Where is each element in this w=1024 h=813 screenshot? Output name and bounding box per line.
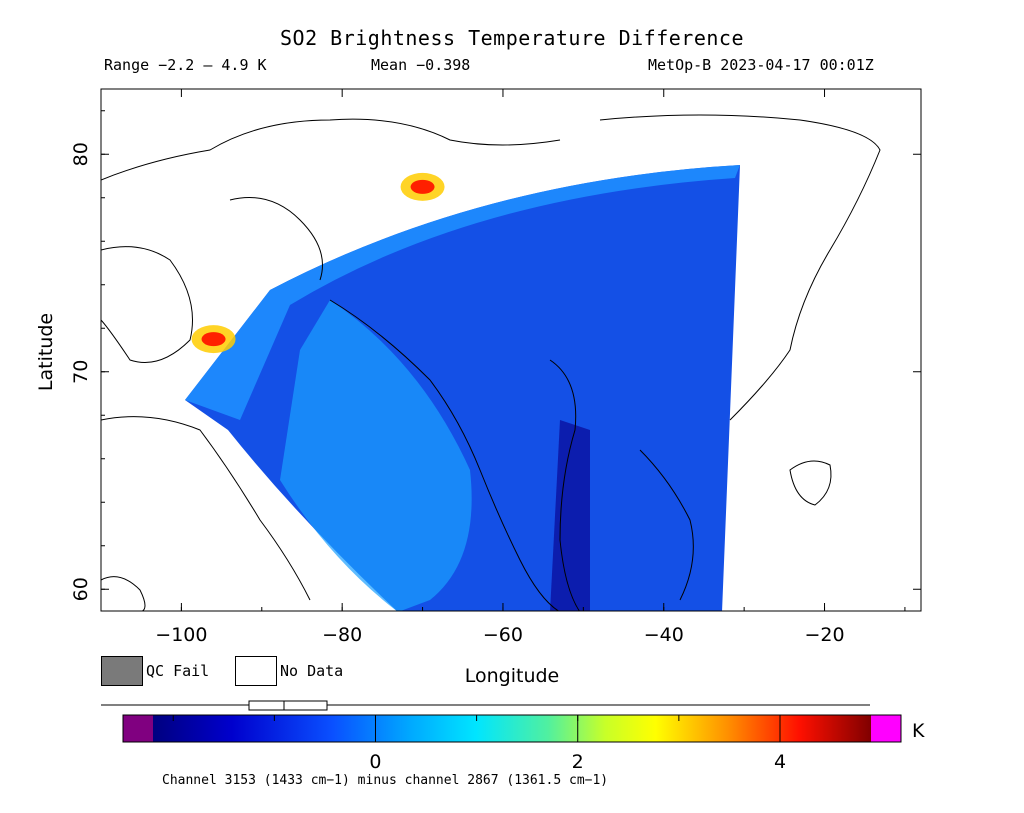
no-data-label: No Data <box>280 662 344 680</box>
y-axis-label: Latitude <box>35 312 57 392</box>
colorbar-tick-label: 0 <box>369 751 381 773</box>
x-tick-label: −100 <box>155 624 207 646</box>
colorbar-gradient <box>153 715 871 742</box>
swath-midband <box>280 300 472 611</box>
mean-text: Mean −0.398 <box>371 56 471 74</box>
hotspot-core <box>201 332 226 347</box>
y-tick-label: 80 <box>70 142 92 166</box>
colorbar-tick-label: 2 <box>572 751 584 773</box>
map-title: SO2 Brightness Temperature Difference <box>279 26 745 50</box>
y-tick-label: 60 <box>70 577 92 601</box>
qc-fail-label: QC Fail <box>146 662 210 680</box>
swath-edge-band <box>185 165 740 420</box>
swath-darkband <box>550 420 590 611</box>
hotspots <box>191 172 445 354</box>
colorbar-ticks: 0 2 4 <box>172 715 786 773</box>
x-ticks: −100 −80 −60 −40 −20 <box>100 89 906 646</box>
colorbar-underflow <box>123 715 153 742</box>
coastlines <box>101 114 881 611</box>
x-tick-label: −40 <box>644 624 684 646</box>
qc-fail-swatch <box>101 656 143 686</box>
x-tick-label: −20 <box>804 624 844 646</box>
slider-thumb[interactable] <box>248 700 328 711</box>
y-ticks: 60 70 80 <box>70 110 921 601</box>
satellite-time-text: MetOp-B 2023-04-17 00:01Z <box>648 56 874 74</box>
colorbar-tick-label: 4 <box>774 751 786 773</box>
x-axis-label: Longitude <box>464 665 560 687</box>
hotspot-core <box>410 179 435 194</box>
colorbar-overflow <box>871 715 901 742</box>
colorbar-frame <box>122 714 902 743</box>
no-data-swatch <box>235 656 277 686</box>
x-tick-label: −80 <box>322 624 362 646</box>
channel-footnote: Channel 3153 (1433 cm−1) minus channel 2… <box>162 773 609 788</box>
colorbar-unit: K <box>912 720 925 742</box>
range-text: Range −2.2 – 4.9 K <box>104 56 267 74</box>
y-tick-label: 70 <box>70 360 92 384</box>
plot-frame <box>100 88 922 612</box>
x-tick-label: −60 <box>483 624 523 646</box>
